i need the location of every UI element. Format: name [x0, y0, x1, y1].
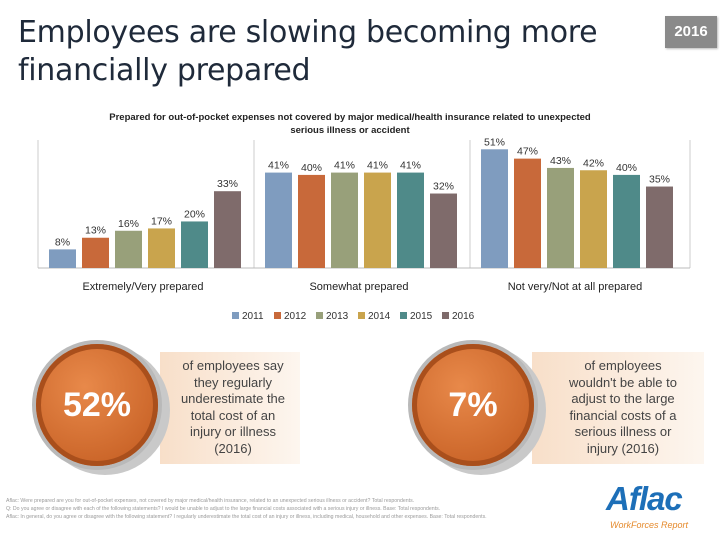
bar-2016-0	[214, 191, 241, 268]
category-label: Extremely/Very prepared	[82, 281, 203, 293]
data-label: 32%	[433, 181, 454, 193]
callout-text: of employees say they regularly underest…	[168, 358, 298, 457]
callout-line: (2016)	[214, 440, 252, 456]
bar-2012-0	[82, 237, 109, 268]
bar-2014-1	[364, 172, 391, 268]
callout-line: financial costs of a	[569, 407, 677, 423]
callout-line: of employees say	[182, 358, 284, 373]
category-label: Somewhat prepared	[309, 281, 408, 293]
legend-label: 2014	[368, 311, 391, 322]
percent-circle: 7%	[412, 344, 534, 466]
legend-label: 2015	[410, 311, 433, 322]
bar-chart: Prepared for out-of-pocket expenses not …	[37, 112, 691, 322]
data-label: 42%	[583, 157, 604, 169]
bar-2013-2	[547, 167, 574, 268]
data-label: 43%	[550, 155, 571, 167]
bar-2014-0	[148, 228, 175, 268]
footnote-line: Aflac: Were prepared are you for out-of-…	[6, 498, 415, 504]
data-label: 20%	[184, 208, 205, 220]
legend-label: 2011	[242, 311, 264, 322]
legend-swatch	[442, 312, 449, 319]
aflac-logo: Aflac WorkForces Report	[598, 480, 716, 536]
data-label: 8%	[55, 236, 70, 248]
bar-2015-1	[397, 172, 424, 268]
percent-circle: 52%	[36, 344, 158, 466]
callout-line: adjust to the large	[571, 391, 675, 406]
callout-line: total cost of an	[190, 407, 276, 423]
bar-2013-0	[115, 230, 142, 268]
legend-label: 2016	[452, 311, 475, 322]
callout-line: they regularly	[193, 374, 273, 390]
data-label: 35%	[649, 174, 670, 186]
callout-line: of employees	[584, 358, 662, 373]
chart-title-line-1: Prepared for out-of-pocket expenses not …	[109, 112, 591, 123]
year-badge: 2016	[665, 16, 717, 48]
callout-line: injury (2016)	[586, 440, 660, 456]
bar-2012-1	[298, 174, 325, 268]
footnote-line: Q: Do you agree or disagree with each of…	[6, 506, 441, 512]
callout-line: wouldn't be able to	[568, 374, 677, 390]
footnote-line: Aflac: In general, do you agree or disag…	[6, 514, 487, 520]
callout-line: injury or illness	[190, 424, 276, 439]
callout-value: 52%	[62, 386, 132, 424]
page-title: Employees are slowing becoming more fina…	[18, 15, 598, 88]
data-label: 33%	[217, 178, 238, 190]
bar-2014-2	[580, 170, 607, 268]
bar-2015-2	[613, 174, 640, 268]
bar-2013-1	[331, 172, 358, 268]
legend-swatch	[316, 312, 323, 319]
logo-subtitle: WorkForces Report	[610, 520, 689, 530]
data-label: 41%	[367, 160, 388, 172]
data-label: 40%	[301, 162, 322, 174]
logo-wordmark: Aflac	[606, 480, 683, 517]
bar-2016-1	[430, 193, 457, 268]
callout-line: underestimate the	[180, 391, 286, 406]
category-label: Not very/Not at all prepared	[508, 281, 643, 293]
data-label: 13%	[85, 225, 106, 237]
data-label: 41%	[268, 160, 289, 172]
bar-2011-2	[481, 149, 508, 268]
legend-swatch	[232, 312, 239, 319]
bar-2016-2	[646, 186, 673, 268]
legend-label: 2013	[326, 311, 349, 322]
callout-value: 7%	[448, 386, 498, 424]
callout-text: of employees wouldn't be able to adjust …	[548, 358, 698, 457]
legend-swatch	[358, 312, 365, 319]
data-label: 40%	[616, 162, 637, 174]
data-label: 16%	[118, 218, 139, 230]
data-label: 51%	[484, 136, 505, 148]
bar-2011-0	[49, 249, 76, 268]
bar-2012-2	[514, 158, 541, 268]
legend-swatch	[274, 312, 281, 319]
bar-2011-1	[265, 172, 292, 268]
chart-title-line-2: serious illness or accident	[290, 125, 410, 136]
footnotes: Aflac: Were prepared are you for out-of-…	[6, 497, 536, 521]
legend-label: 2012	[284, 311, 307, 322]
data-label: 41%	[400, 160, 421, 172]
data-label: 47%	[517, 146, 538, 158]
bar-2015-0	[181, 221, 208, 268]
data-label: 17%	[151, 215, 172, 227]
legend-swatch	[400, 312, 407, 319]
data-label: 41%	[334, 160, 355, 172]
callout-line: serious illness or	[574, 424, 672, 439]
